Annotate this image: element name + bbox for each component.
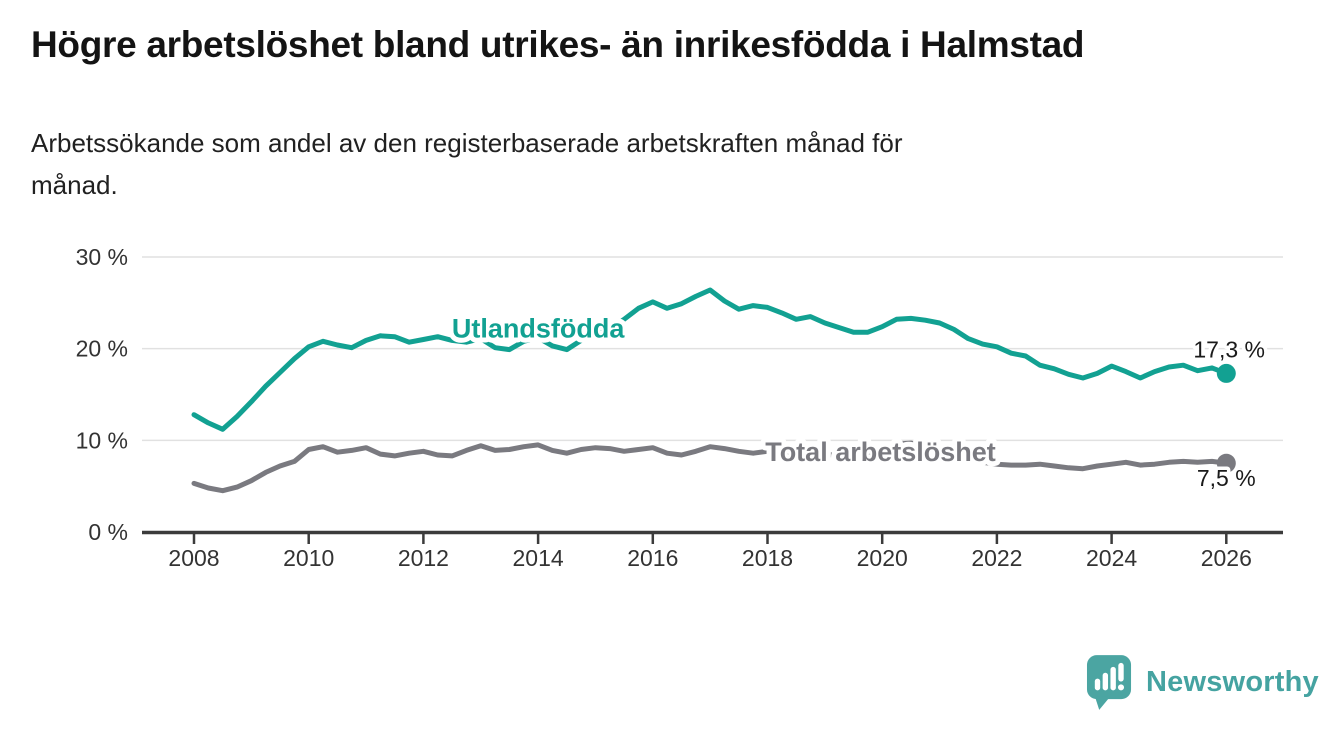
x-tick-label: 2012 [398, 545, 449, 571]
x-tick-label: 2014 [513, 545, 564, 571]
line-chart: 2008 2010 2012 2014 2016 2018 2020 2022 2024 2026… [76, 244, 1283, 571]
x-tick-label: 2020 [857, 545, 908, 571]
x-tick-label: 2024 [1086, 545, 1137, 571]
x-tick-label: 2010 [283, 545, 334, 571]
series-end-value-label: 7,5 % [1197, 465, 1256, 491]
x-tick-label: 2018 [742, 545, 793, 571]
series-line [191, 440, 1229, 494]
chart-subtitle: Arbetssökande som andel av den registerb… [31, 128, 903, 200]
bar-chart-speech-bubble-icon [1086, 655, 1132, 710]
chart-title: Högre arbetslöshet bland utrikes- än inr… [31, 24, 1085, 65]
series-end-dot [1216, 363, 1236, 383]
y-tick-label: 0 % [88, 519, 128, 545]
x-tick-label: 2008 [168, 545, 219, 571]
x-tick-label: 2026 [1201, 545, 1252, 571]
x-tick-label: 2016 [627, 545, 678, 571]
x-tick-label: 2022 [971, 545, 1022, 571]
series-line [191, 287, 1229, 432]
series-label: Utlandsfödda [452, 314, 625, 344]
series-end-value-label: 17,3 % [1193, 336, 1265, 362]
series-end-dot [1216, 453, 1236, 473]
newsworthy-brand-name: Newsworthy [1146, 666, 1319, 698]
newsworthy-brand: Newsworthy [1086, 654, 1319, 711]
y-tick-label: 30 % [76, 244, 128, 270]
series-label: Total arbetslöshet [765, 437, 996, 467]
y-tick-label: 10 % [76, 427, 128, 453]
y-tick-label: 20 % [76, 336, 128, 362]
